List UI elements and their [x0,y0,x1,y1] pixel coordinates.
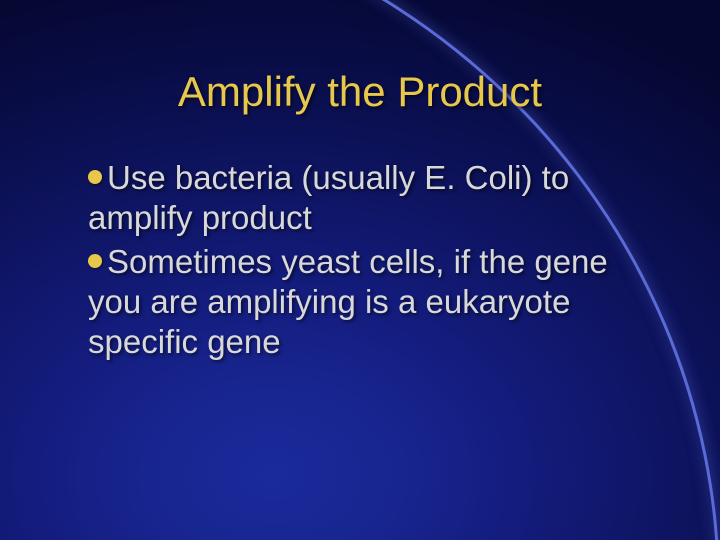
bullet-text: Sometimes yeast cells, if the gene you a… [88,243,608,361]
bullet-item: Use bacteria (usually E. Coli) to amplif… [88,158,660,239]
bullet-first-word: Use [107,159,166,196]
bullet-icon [88,170,102,184]
bullet-item: Sometimes yeast cells, if the gene you a… [88,242,660,363]
slide-body: Use bacteria (usually E. Coli) to amplif… [88,158,660,365]
slide-title: Amplify the Product [0,68,720,116]
bullet-icon [88,254,102,268]
bullet-text: Use bacteria (usually E. Coli) to amplif… [88,159,569,236]
slide: Amplify the Product Use bacteria (usuall… [0,0,720,540]
bullet-first-word: Sometimes [107,243,272,280]
